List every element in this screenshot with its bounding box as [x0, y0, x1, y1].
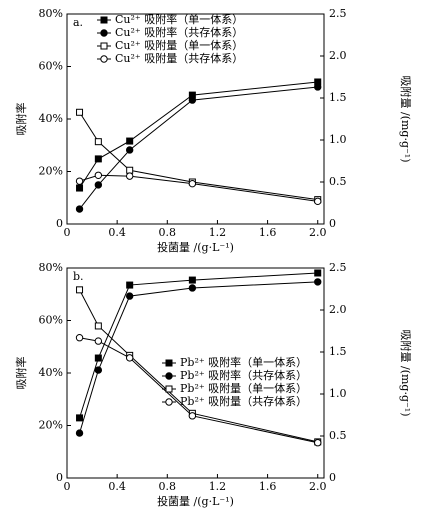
x-tick-label: 1.6: [259, 480, 277, 493]
marker: [188, 412, 197, 420]
marker: [126, 166, 134, 174]
marker: [94, 322, 102, 330]
x-tick-label: 2.0: [309, 226, 327, 239]
marker: [188, 96, 197, 104]
panel-label: a.: [73, 16, 83, 29]
legend-marker: [100, 16, 108, 24]
y2-tick-label: 2.5: [329, 261, 347, 274]
y-axis-label: 吸附率: [14, 357, 28, 390]
legend-label: Cu²⁺ 吸附量（共存体系）: [115, 51, 243, 65]
x-tick-label: 2.0: [309, 480, 327, 493]
y2-tick-label: 1.0: [329, 133, 347, 146]
marker: [314, 278, 322, 286]
marker: [125, 146, 134, 154]
marker: [314, 197, 322, 206]
y2-tick-label: 1.5: [329, 91, 347, 104]
marker: [94, 138, 102, 146]
y2-axis-label: 吸附量 /(mg·g⁻¹): [399, 75, 413, 162]
x-tick-label: 0.8: [159, 226, 177, 239]
x-tick-label: 1.6: [259, 226, 277, 239]
legend-marker: [165, 385, 173, 393]
y-tick-label: 40%: [39, 112, 63, 125]
panel-label: b.: [73, 270, 84, 283]
legend-label: Cu²⁺ 吸附率（共存体系）: [115, 25, 243, 39]
y-tick-label: 60%: [39, 60, 63, 73]
legend-label: Pb²⁺ 吸附率（共存体系）: [180, 368, 307, 382]
marker: [76, 108, 84, 116]
x-tick-label: 0.8: [159, 480, 177, 493]
y-tick-label: 0: [56, 217, 63, 230]
legend-label: Pb²⁺ 吸附率（单一体系）: [180, 355, 307, 369]
legend-label: Cu²⁺ 吸附量（单一体系）: [115, 38, 243, 52]
marker: [126, 137, 134, 145]
legend-marker: [100, 42, 108, 50]
y2-tick-label: 0: [329, 471, 336, 484]
legend-marker: [100, 55, 108, 63]
x-tick-label: 0.4: [108, 226, 126, 239]
x-tick-label: 0: [64, 480, 71, 493]
x-tick-label: 0.4: [108, 480, 126, 493]
marker: [126, 281, 134, 289]
marker: [188, 276, 196, 284]
legend-label: Pb²⁺ 吸附量（单一体系）: [180, 381, 307, 395]
legend-label: Cu²⁺ 吸附率（单一体系）: [115, 12, 243, 26]
y2-tick-label: 2.0: [329, 303, 347, 316]
marker: [94, 354, 102, 362]
legend-label: Pb²⁺ 吸附量（共存体系）: [180, 394, 307, 408]
marker: [75, 429, 84, 437]
legend-marker: [100, 29, 108, 37]
x-axis-label: 投菌量 /(g·L⁻¹): [157, 240, 234, 254]
y-tick-label: 80%: [39, 7, 63, 20]
marker: [188, 179, 197, 188]
series-line: [79, 86, 318, 210]
x-axis-label: 投菌量 /(g·L⁻¹): [157, 494, 234, 508]
y-axis-label: 吸附率: [14, 103, 28, 136]
y-tick-label: 20%: [39, 165, 63, 178]
x-tick-label: 1.2: [209, 480, 227, 493]
marker: [76, 184, 84, 192]
y2-tick-label: 1.5: [329, 345, 347, 358]
legend-marker: [165, 359, 173, 367]
y2-axis-label: 吸附量 /(mg·g⁻¹): [399, 329, 413, 416]
y-tick-label: 20%: [39, 419, 63, 432]
marker: [188, 284, 197, 292]
marker: [94, 181, 103, 189]
y-tick-label: 40%: [39, 366, 63, 379]
y-tick-label: 0: [56, 471, 63, 484]
marker: [314, 269, 322, 277]
legend-marker: [165, 398, 173, 406]
y2-tick-label: 2.5: [329, 7, 347, 20]
y-tick-label: 60%: [39, 314, 63, 327]
marker: [75, 177, 84, 185]
marker: [125, 172, 134, 180]
marker: [125, 354, 134, 362]
y2-tick-label: 1.0: [329, 387, 347, 400]
x-tick-label: 1.2: [209, 226, 227, 239]
marker: [76, 286, 84, 294]
marker: [94, 337, 103, 345]
marker: [75, 205, 84, 213]
series-line: [79, 112, 318, 201]
x-tick-label: 0: [64, 226, 71, 239]
marker: [125, 292, 134, 300]
marker: [94, 155, 102, 163]
marker: [94, 366, 103, 374]
marker: [75, 334, 84, 342]
marker: [314, 439, 322, 447]
series-line: [79, 81, 318, 189]
y2-tick-label: 2.0: [329, 49, 347, 62]
y2-tick-label: 0.5: [329, 175, 347, 188]
marker: [314, 83, 322, 91]
y2-tick-label: 0.5: [329, 429, 347, 442]
y2-tick-label: 0: [329, 217, 336, 230]
legend-marker: [165, 372, 173, 380]
series-line: [79, 174, 318, 202]
y-tick-label: 80%: [39, 261, 63, 274]
marker: [76, 414, 84, 422]
marker: [94, 171, 103, 179]
